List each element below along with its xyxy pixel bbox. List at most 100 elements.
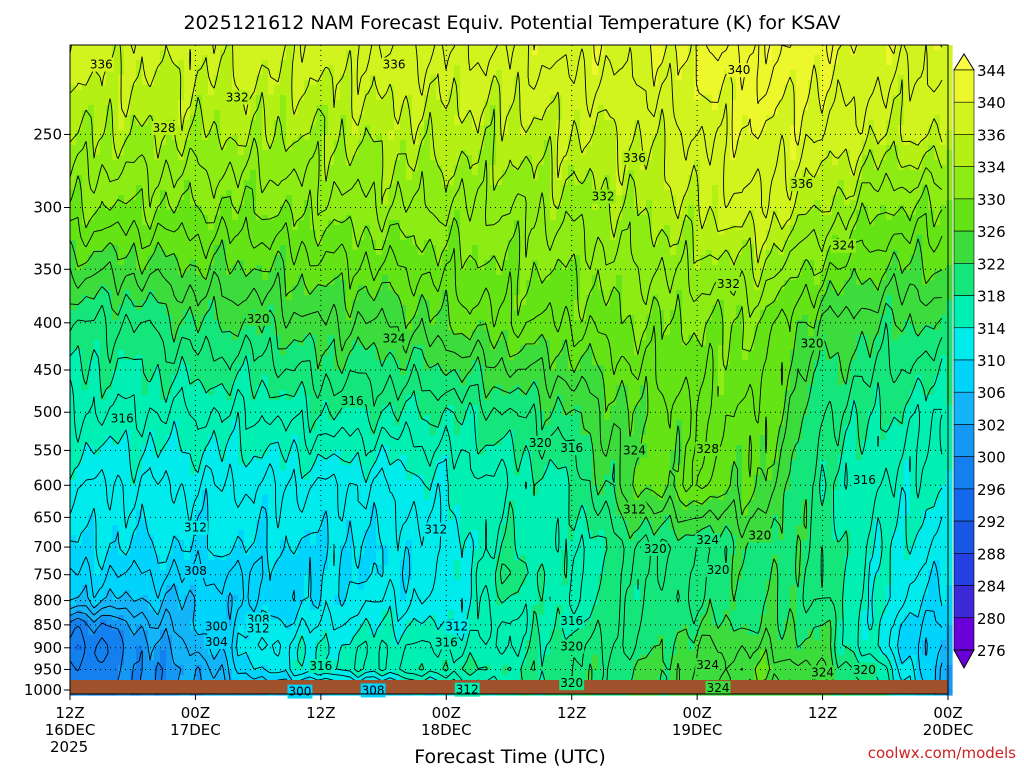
- field-cell: [808, 140, 815, 146]
- field-cell: [550, 110, 557, 116]
- field-cell: [574, 130, 581, 136]
- field-cell: [292, 185, 299, 191]
- field-cell: [940, 110, 947, 116]
- field-cell: [778, 80, 785, 86]
- field-cell: [934, 75, 941, 81]
- field-cell: [118, 135, 125, 141]
- field-cell: [682, 140, 689, 146]
- field-cell: [370, 125, 377, 131]
- field-cell: [478, 50, 485, 56]
- field-cell: [316, 50, 323, 56]
- field-cell: [604, 130, 611, 136]
- field-cell: [802, 190, 809, 196]
- field-cell: [826, 90, 833, 96]
- field-cell: [652, 70, 659, 76]
- field-cell: [292, 120, 299, 126]
- field-cell: [898, 165, 905, 171]
- field-cell: [118, 140, 125, 146]
- field-cell: [910, 110, 917, 116]
- field-cell: [664, 150, 671, 156]
- field-cell: [568, 175, 575, 181]
- field-cell: [628, 105, 635, 111]
- field-cell: [580, 155, 587, 161]
- field-cell: [346, 190, 353, 196]
- field-cell: [184, 190, 191, 196]
- field-cell: [562, 85, 569, 91]
- field-cell: [274, 160, 281, 166]
- field-cell: [550, 155, 557, 161]
- field-cell: [844, 190, 851, 196]
- field-cell: [160, 100, 167, 106]
- field-cell: [190, 120, 197, 126]
- field-cell: [322, 115, 329, 121]
- field-cell: [70, 170, 77, 176]
- field-cell: [280, 105, 287, 111]
- field-cell: [520, 185, 527, 191]
- field-cell: [196, 115, 203, 121]
- field-cell: [838, 115, 845, 121]
- field-cell: [616, 165, 623, 171]
- field-cell: [100, 90, 107, 96]
- field-cell: [778, 65, 785, 71]
- field-cell: [256, 125, 263, 131]
- field-cell: [670, 80, 677, 86]
- field-cell: [832, 90, 839, 96]
- field-cell: [772, 200, 779, 206]
- field-cell: [760, 155, 767, 161]
- field-cell: [694, 130, 701, 136]
- field-cell: [868, 110, 875, 116]
- field-cell: [244, 50, 251, 56]
- field-cell: [256, 60, 263, 66]
- field-cell: [694, 170, 701, 176]
- field-cell: [124, 165, 131, 171]
- field-cell: [706, 190, 713, 196]
- field-cell: [514, 115, 521, 121]
- field-cell: [238, 150, 245, 156]
- field-cell: [574, 120, 581, 126]
- field-cell: [712, 180, 719, 186]
- field-cell: [844, 160, 851, 166]
- field-cell: [430, 65, 437, 71]
- field-cell: [454, 195, 461, 201]
- field-cell: [346, 120, 353, 126]
- field-cell: [316, 115, 323, 121]
- field-cell: [706, 175, 713, 181]
- field-cell: [472, 120, 479, 126]
- field-cell: [310, 55, 317, 61]
- field-cell: [418, 65, 425, 71]
- field-cell: [70, 145, 77, 151]
- field-cell: [580, 195, 587, 201]
- field-cell: [802, 160, 809, 166]
- field-cell: [604, 125, 611, 131]
- field-cell: [136, 175, 143, 181]
- field-cell: [184, 200, 191, 206]
- field-cell: [874, 210, 881, 216]
- field-cell: [778, 165, 785, 171]
- field-cell: [190, 60, 197, 66]
- field-cell: [220, 170, 227, 176]
- field-cell: [262, 210, 269, 216]
- field-cell: [196, 210, 203, 216]
- field-cell: [514, 155, 521, 161]
- field-cell: [544, 200, 551, 206]
- field-cell: [712, 165, 719, 171]
- field-cell: [544, 145, 551, 151]
- field-cell: [940, 190, 947, 196]
- field-cell: [352, 80, 359, 86]
- field-cell: [304, 145, 311, 151]
- field-cell: [100, 165, 107, 171]
- field-cell: [874, 205, 881, 211]
- field-cell: [718, 190, 725, 196]
- field-cell: [814, 130, 821, 136]
- field-cell: [598, 85, 605, 91]
- field-cell: [532, 155, 539, 161]
- field-cell: [868, 205, 875, 211]
- field-cell: [694, 90, 701, 96]
- field-cell: [712, 155, 719, 161]
- field-cell: [706, 60, 713, 66]
- field-cell: [358, 205, 365, 211]
- field-cell: [790, 45, 797, 51]
- field-cell: [196, 205, 203, 211]
- field-cell: [946, 190, 953, 196]
- field-cell: [820, 175, 827, 181]
